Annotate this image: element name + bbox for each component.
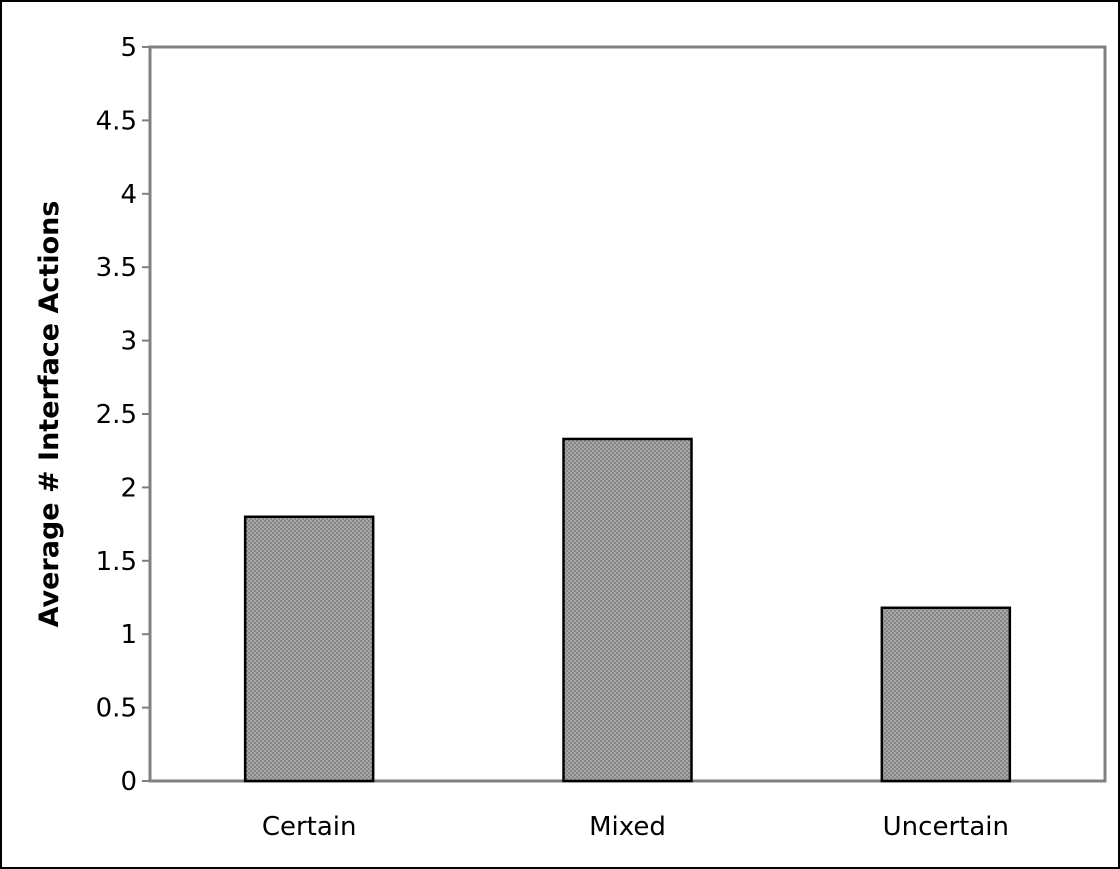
x-tick-label: Mixed [589, 812, 666, 842]
y-tick-label: 1 [120, 620, 137, 650]
bar-certain [243, 515, 375, 783]
y-tick-label: 0 [120, 767, 137, 797]
bar-mixed [562, 437, 693, 783]
y-tick-label: 0.5 [96, 694, 137, 724]
x-tick-label: Certain [262, 812, 357, 842]
y-axis: 0 0.5 1 1.5 2 2.5 3 3.5 4 4.5 5 [96, 33, 150, 797]
y-tick-label: 2.5 [96, 400, 137, 430]
y-tick-label: 2 [120, 473, 137, 503]
x-axis: Certain Mixed Uncertain [262, 812, 1009, 842]
y-tick-label: 5 [120, 33, 137, 63]
y-tick-label: 3 [120, 327, 137, 357]
y-tick-label: 4 [120, 180, 137, 210]
bar-uncertain [880, 606, 1012, 783]
bars-group [243, 437, 1012, 783]
y-tick-label: 1.5 [96, 547, 137, 577]
y-tick-label: 3.5 [96, 253, 137, 283]
y-axis-title: Average # Interface Actions [34, 201, 65, 628]
y-tick-label: 4.5 [96, 106, 137, 136]
x-tick-label: Uncertain [883, 812, 1009, 842]
